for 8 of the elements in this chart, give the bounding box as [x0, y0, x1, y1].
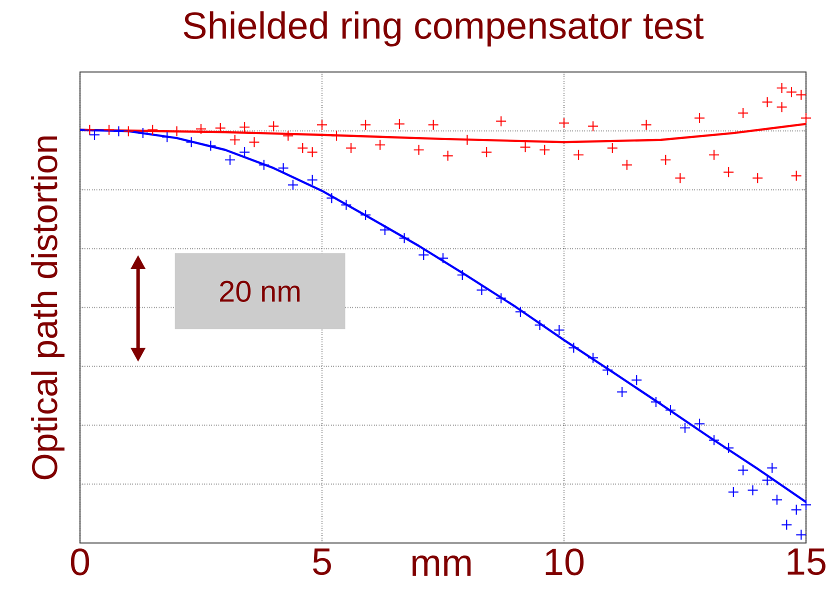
x-axis-title: mm: [412, 556, 471, 576]
x-tick-label: 5: [312, 548, 331, 575]
y-axis-title: Optical path distortion: [31, 136, 64, 480]
x-tick-label: 10: [546, 548, 584, 576]
annotation: 20 nm: [220, 280, 300, 302]
x-tick-label: 15: [788, 548, 826, 575]
chart-title: Shielded ring compensator test: [184, 11, 704, 46]
x-tick-label: 0: [70, 548, 90, 576]
